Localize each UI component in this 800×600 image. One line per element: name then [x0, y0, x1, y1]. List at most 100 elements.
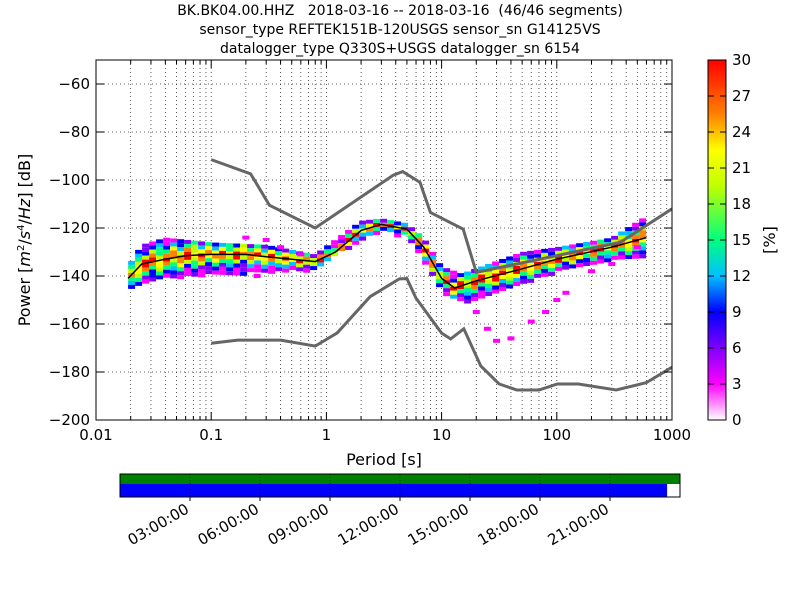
- heatmap-cell: [625, 239, 633, 244]
- heatmap-cell: [359, 232, 367, 237]
- heatmap-cell: [618, 243, 626, 248]
- heatmap-cell: [128, 264, 136, 269]
- heatmap-cell: [212, 262, 220, 267]
- heatmap-cell: [562, 261, 570, 266]
- heatmap-cell: [429, 251, 437, 256]
- heatmap-cell: [492, 289, 500, 294]
- heatmap-cell: [401, 222, 409, 227]
- heatmap-cell: [177, 263, 185, 268]
- heatmap-cell: [254, 252, 262, 257]
- heatmap-cell: [478, 290, 486, 295]
- heatmap-cell: [590, 256, 598, 261]
- heatmap-cell: [156, 239, 164, 244]
- heatmap-cell: [555, 266, 563, 271]
- heatmap-cell: [506, 280, 514, 285]
- heatmap-cell: [415, 233, 423, 238]
- x-axis: 0.01 0.1 1 10 100 1000: [79, 60, 691, 444]
- heatmap-cell: [219, 258, 227, 263]
- heatmap-cell: [632, 234, 640, 239]
- heatmap-cell: [373, 230, 381, 235]
- colorbar: 0 3 6 9 12 15 18 21 24 27 30 [%]: [707, 51, 779, 429]
- heatmap-cell: [205, 270, 213, 275]
- heatmap-cell: [472, 310, 480, 314]
- heatmap-cell: [128, 280, 136, 285]
- heatmap-cell: [520, 271, 528, 276]
- heatmap-cell: [548, 251, 556, 256]
- heatmap-cell: [366, 223, 374, 228]
- heatmap-cell: [191, 256, 199, 261]
- heatmap-cell: [275, 247, 283, 252]
- heatmap-cell: [226, 247, 234, 252]
- heatmap-cell: [205, 246, 213, 251]
- heatmap-cell: [527, 274, 535, 279]
- heatmap-cell: [303, 252, 311, 257]
- heatmap-cell: [212, 246, 220, 251]
- heatmap-cell: [597, 259, 605, 264]
- heatmap-cell: [611, 239, 619, 244]
- heatmap-cell: [198, 269, 206, 274]
- heatmap-cell: [520, 255, 528, 260]
- heatmap-cell: [513, 273, 521, 278]
- heatmap-cell: [282, 264, 290, 269]
- heatmap-cell: [611, 255, 619, 260]
- heatmap-cell: [380, 226, 388, 231]
- heatmap-cell: [212, 250, 220, 255]
- heatmap-cell: [639, 234, 647, 239]
- heatmap-cell: [618, 255, 626, 260]
- heatmap-cell: [513, 265, 521, 270]
- heatmap-cell: [226, 251, 234, 256]
- colorbar-tick-label: 21: [732, 159, 751, 177]
- heatmap-cell: [282, 268, 290, 273]
- heatmap-cell: [457, 273, 465, 278]
- heatmap-cell: [317, 262, 325, 267]
- heatmap-cell: [331, 240, 339, 245]
- heatmap-cell: [639, 238, 647, 243]
- heatmap-cell: [471, 273, 479, 278]
- heatmap-cell: [457, 289, 465, 294]
- heatmap-cell: [492, 281, 500, 286]
- heatmap-cell: [478, 274, 486, 279]
- heatmap-cell: [135, 277, 143, 282]
- heatmap-cell: [261, 244, 269, 249]
- heatmap-cell: [569, 256, 577, 261]
- mode-line: [127, 223, 647, 289]
- heatmap-cell: [135, 257, 143, 262]
- heatmap-cell: [254, 244, 262, 249]
- heatmap-cell: [625, 255, 633, 260]
- heatmap-cell: [135, 273, 143, 278]
- colorbar-tick-label: 30: [732, 51, 751, 69]
- heatmap-cell: [184, 259, 192, 264]
- heatmap-cell: [506, 256, 514, 261]
- heatmap-cell: [331, 252, 339, 257]
- heatmap-cell: [338, 243, 346, 248]
- heatmap-cell: [212, 254, 220, 259]
- heatmap-cell: [226, 271, 234, 276]
- heatmap-cell: [303, 260, 311, 265]
- heatmap-cell: [233, 255, 241, 260]
- heatmap-cell: [135, 253, 143, 258]
- heatmap-cell: [618, 251, 626, 256]
- heatmap-cell: [590, 260, 598, 265]
- availability-bar: 03:00:00 06:00:00 09:00:00 12:00:00 15:00:00…: [119, 473, 681, 549]
- heatmap-cell: [527, 250, 535, 255]
- heatmap-cell: [534, 265, 542, 270]
- heatmap-cell: [587, 269, 595, 274]
- heatmap-cell: [492, 277, 500, 282]
- heatmap-cell: [135, 281, 143, 286]
- heatmap-cell: [506, 268, 514, 273]
- heatmap-cell: [597, 239, 605, 244]
- heatmap-cell: [359, 236, 367, 241]
- heatmap-cell: [499, 266, 507, 271]
- heatmap-cell: [128, 268, 136, 273]
- heatmap-cell: [373, 218, 381, 223]
- heatmap-cell: [226, 259, 234, 264]
- heatmap-cell: [191, 260, 199, 265]
- heatmap-cell: [569, 248, 577, 253]
- heatmap-cell: [310, 266, 318, 271]
- availability-time-label: 18:00:00: [475, 500, 542, 549]
- heatmap-cell: [142, 247, 150, 252]
- heatmap-cell: [436, 267, 444, 272]
- heatmap-cell: [303, 268, 311, 273]
- heatmap-cell: [324, 245, 332, 250]
- heatmap-cell: [254, 264, 262, 269]
